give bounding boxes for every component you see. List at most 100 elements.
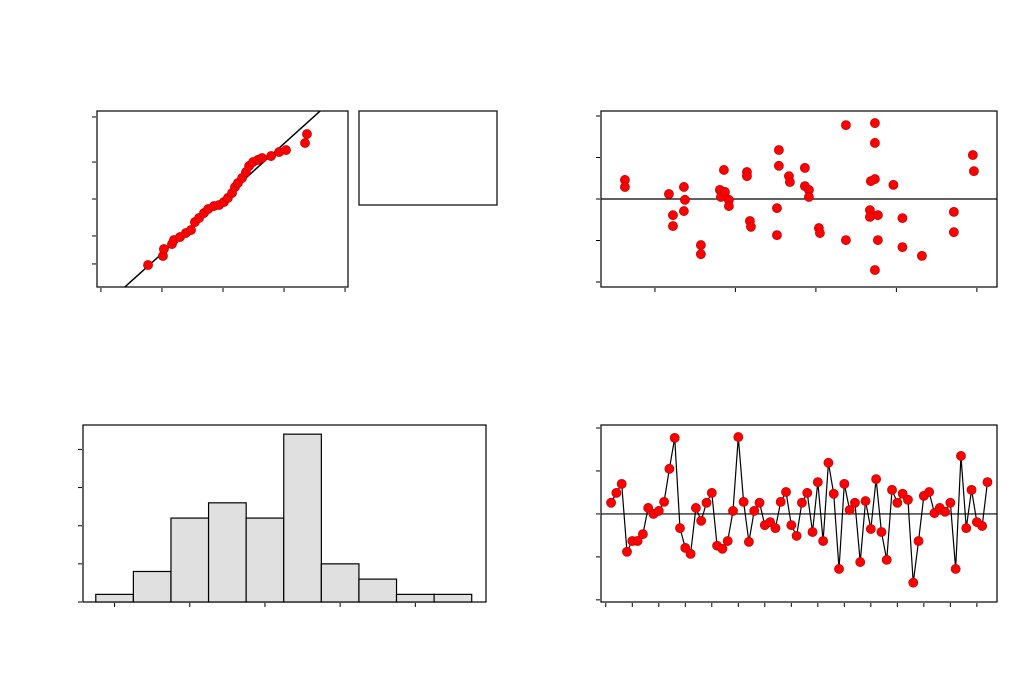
point xyxy=(680,194,690,205)
point xyxy=(823,457,834,468)
point xyxy=(746,221,756,232)
point xyxy=(744,536,754,547)
histogram-bar xyxy=(207,502,247,603)
point xyxy=(720,187,730,197)
histogram-bar xyxy=(358,578,398,603)
point xyxy=(791,530,802,541)
point xyxy=(659,497,669,507)
histogram-bar xyxy=(95,593,134,603)
point xyxy=(888,179,899,190)
point xyxy=(620,182,630,192)
point xyxy=(855,557,866,567)
point xyxy=(982,477,993,488)
point xyxy=(804,192,814,202)
point xyxy=(723,201,734,211)
point xyxy=(892,497,903,508)
point xyxy=(668,210,678,221)
point xyxy=(924,487,935,497)
point xyxy=(815,228,825,238)
point xyxy=(917,250,927,261)
point xyxy=(616,478,627,489)
point xyxy=(887,484,897,495)
point xyxy=(865,176,876,187)
point xyxy=(844,505,855,515)
point xyxy=(841,120,851,131)
point xyxy=(876,527,887,537)
histogram-bar xyxy=(320,563,360,603)
point xyxy=(696,515,707,526)
point xyxy=(695,240,706,250)
point xyxy=(870,118,880,128)
point xyxy=(679,206,689,216)
point xyxy=(969,166,979,177)
histogram-bar xyxy=(170,517,210,603)
point xyxy=(675,523,685,534)
histogram-bar xyxy=(395,593,435,603)
point xyxy=(961,523,972,534)
point xyxy=(266,151,276,161)
point xyxy=(664,189,674,199)
histogram-bar xyxy=(132,570,172,603)
point xyxy=(950,564,961,574)
point xyxy=(773,145,784,155)
point xyxy=(749,506,760,516)
point xyxy=(913,536,924,546)
point xyxy=(143,260,153,270)
point xyxy=(828,488,839,499)
point xyxy=(903,494,913,505)
point xyxy=(799,162,810,173)
point xyxy=(632,536,643,546)
point xyxy=(622,546,632,557)
point xyxy=(773,160,784,171)
point xyxy=(281,145,291,155)
point xyxy=(945,497,956,508)
point xyxy=(772,203,782,214)
point xyxy=(679,182,689,192)
histogram-bar xyxy=(283,433,322,603)
plot-frame xyxy=(96,110,349,288)
point xyxy=(797,497,807,508)
point xyxy=(812,477,823,488)
point xyxy=(775,497,786,507)
point xyxy=(860,496,871,506)
point xyxy=(738,497,749,507)
point xyxy=(685,548,696,559)
point xyxy=(733,432,744,442)
point xyxy=(967,150,978,160)
point xyxy=(977,521,988,531)
point xyxy=(839,478,850,489)
point xyxy=(717,543,728,554)
point xyxy=(781,487,791,497)
point xyxy=(865,211,875,222)
point xyxy=(850,497,860,508)
point xyxy=(770,523,781,534)
point xyxy=(772,230,782,241)
point xyxy=(300,138,310,148)
point xyxy=(695,249,706,260)
point xyxy=(956,451,966,461)
point xyxy=(669,432,680,443)
point xyxy=(881,554,892,565)
point xyxy=(870,265,880,275)
point xyxy=(302,129,312,139)
point xyxy=(841,235,851,245)
point xyxy=(966,484,977,495)
point xyxy=(742,171,752,182)
point xyxy=(802,487,813,498)
point xyxy=(668,221,678,231)
point xyxy=(872,210,883,221)
point xyxy=(807,527,818,537)
histogram-bar xyxy=(433,593,473,603)
point xyxy=(948,206,959,217)
point xyxy=(897,242,908,253)
point xyxy=(611,487,622,498)
point xyxy=(834,564,844,574)
point xyxy=(870,138,880,148)
point xyxy=(728,506,738,516)
point xyxy=(664,463,675,474)
point xyxy=(897,213,908,223)
legend-box xyxy=(358,110,498,206)
